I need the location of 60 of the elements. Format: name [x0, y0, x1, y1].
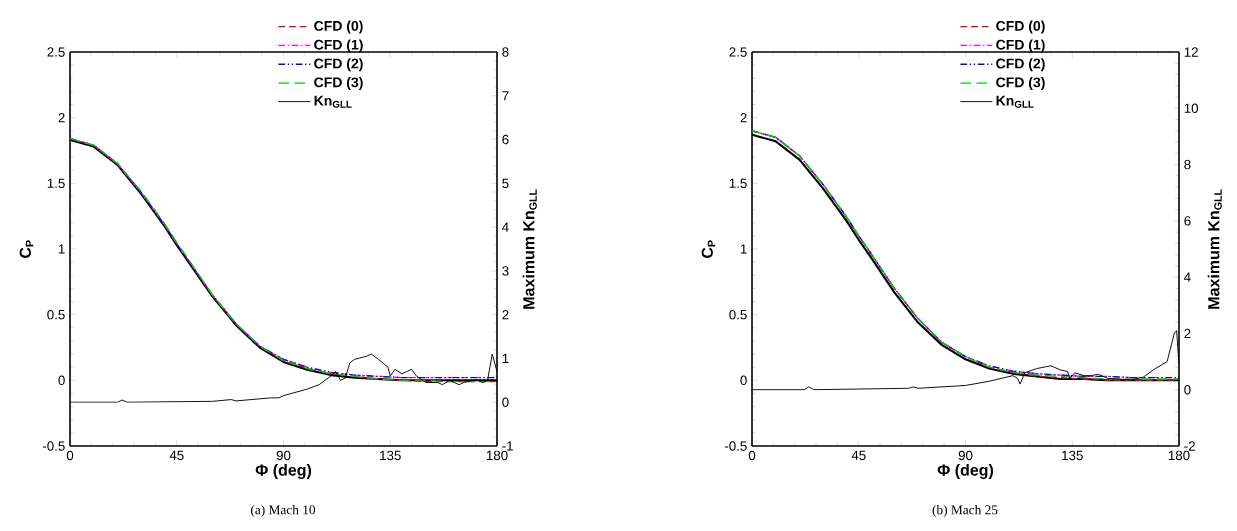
legend-label: Kn$_{GLL}$: [314, 95, 352, 108]
y2-axis-title: Maximum Kn$_{GLL}$: [1207, 189, 1222, 309]
legend-label: CFD (2): [996, 58, 1045, 72]
legend-label: CFD (1): [314, 39, 363, 53]
legend-label: Kn$_{GLL}$: [996, 95, 1034, 108]
x-tick-label: 0: [66, 450, 74, 461]
x-tick-label: 45: [169, 450, 184, 460]
legend-label: CFD (0): [996, 20, 1045, 34]
y2-tick-label: 0: [1184, 384, 1191, 395]
y-tick-label: 0.5: [729, 309, 747, 320]
legend-label: CFD (2): [314, 58, 363, 72]
x-tick-label: 135: [380, 450, 401, 461]
y2-tick-label: 5: [502, 178, 509, 188]
y-tick-label: 0.5: [47, 309, 65, 320]
y2-tick-label: 8: [1184, 159, 1191, 170]
y2-tick-label: 7: [502, 91, 509, 101]
y-tick-label: -0.5: [42, 441, 65, 451]
y-tick-label: 2.5: [47, 47, 65, 57]
y-tick-label: -0.5: [724, 441, 747, 451]
y2-tick-label: 8: [502, 47, 509, 57]
text: (b) Mach 25: [932, 504, 998, 518]
x-tick-label: 45: [851, 450, 866, 460]
y2-tick-label: 1: [502, 353, 509, 364]
y2-tick-label: 4: [1184, 272, 1191, 282]
y2-tick-label: 2: [1184, 328, 1191, 339]
y2-tick-label: -2: [1184, 441, 1195, 451]
y2-tick-label: 12: [1184, 47, 1198, 57]
y2-tick-label: 4: [502, 222, 509, 232]
x-tick-label: 90: [276, 450, 291, 461]
y-tick-label: 0: [58, 375, 65, 386]
y2-tick-label: 3: [502, 266, 509, 276]
y-axis-title: C$_{P}$: [701, 240, 716, 259]
y2-tick-label: 6: [1184, 216, 1191, 226]
y2-tick-label: 6: [502, 134, 509, 145]
y-tick-label: 2: [740, 113, 747, 123]
text: (a) Mach 10: [251, 504, 316, 518]
y-tick-label: 1: [740, 244, 747, 254]
x-tick-label: 0: [748, 450, 756, 461]
y-tick-label: 0: [740, 375, 747, 386]
x-tick-label: 180: [1168, 450, 1190, 461]
legend-label: CFD (1): [996, 39, 1045, 53]
x-tick-label: 180: [486, 450, 508, 461]
x-axis-title: Φ (deg): [255, 463, 312, 479]
y-tick-label: 1.5: [47, 178, 65, 188]
x-tick-label: 135: [1062, 450, 1083, 461]
y2-axis-title: Maximum Kn$_{GLL}$: [522, 189, 537, 309]
y-tick-label: 1.5: [729, 178, 747, 188]
y-tick-label: 2.5: [729, 47, 747, 57]
legend-label: CFD (3): [314, 77, 363, 91]
x-axis-title: Φ (deg): [937, 463, 994, 479]
y2-tick-label: -1: [502, 441, 513, 451]
y-tick-label: 1: [58, 244, 65, 254]
y2-tick-label: 10: [1184, 103, 1199, 113]
y2-tick-label: 0: [502, 397, 509, 407]
x-tick-label: 90: [958, 450, 973, 461]
legend-label: CFD (0): [314, 20, 363, 34]
y2-tick-label: 2: [502, 310, 509, 320]
y-axis-title: C$_{P}$: [19, 240, 34, 259]
y-tick-label: 2: [58, 113, 65, 123]
legend-label: CFD (3): [996, 77, 1045, 91]
